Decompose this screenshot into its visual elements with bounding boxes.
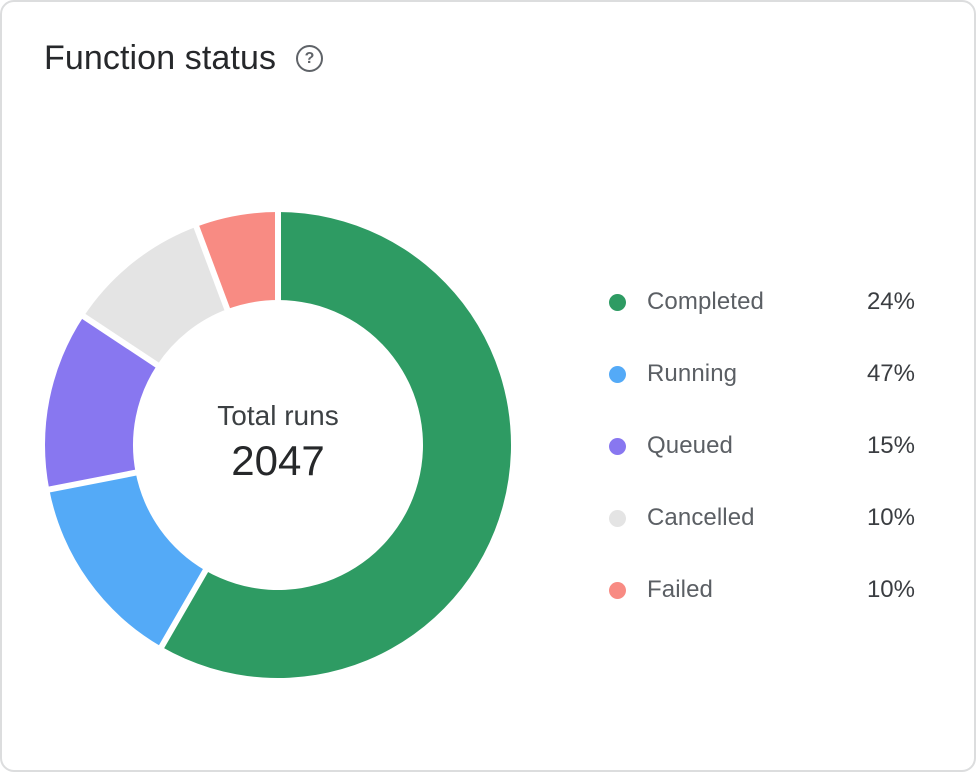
help-icon[interactable]: ? bbox=[296, 45, 324, 73]
question-mark-glyph: ? bbox=[304, 49, 315, 67]
legend-value: 24% bbox=[866, 288, 915, 315]
legend-label: Running bbox=[647, 360, 738, 387]
legend-value: 10% bbox=[866, 576, 915, 603]
segment-divider bbox=[156, 564, 211, 653]
legend-item-failed[interactable]: Failed 10% bbox=[609, 554, 915, 626]
legend-value: 10% bbox=[866, 504, 915, 531]
donut-segment-failed[interactable] bbox=[196, 212, 278, 310]
legend-label: Cancelled bbox=[647, 504, 755, 531]
legend-dot bbox=[609, 293, 626, 311]
legend-value: 15% bbox=[866, 432, 915, 459]
legend-item-running[interactable]: Running 47% bbox=[609, 338, 915, 410]
legend: Completed 24% Running 47% Queued 15% Cancelled… bbox=[609, 266, 915, 626]
card-title: Function status bbox=[44, 39, 277, 77]
legend-dot bbox=[609, 365, 626, 383]
donut-segment-cancelled[interactable] bbox=[83, 226, 228, 365]
legend-dot bbox=[609, 581, 626, 599]
legend-item-queued[interactable]: Queued 15% bbox=[609, 410, 915, 482]
donut-chart-area bbox=[23, 190, 533, 700]
donut-segment-queued[interactable] bbox=[45, 316, 158, 490]
segment-divider bbox=[43, 468, 142, 494]
segment-divider bbox=[191, 221, 232, 315]
donut-chart bbox=[43, 207, 512, 678]
card-header: Function status ? bbox=[44, 39, 324, 77]
legend-dot bbox=[609, 437, 626, 455]
segment-divider bbox=[77, 311, 163, 371]
legend-dot bbox=[609, 509, 626, 527]
legend-label: Failed bbox=[647, 576, 713, 603]
donut-segment-running[interactable] bbox=[49, 472, 206, 647]
legend-item-cancelled[interactable]: Cancelled 10% bbox=[609, 482, 915, 554]
donut-segment-completed[interactable] bbox=[161, 212, 512, 678]
legend-label: Queued bbox=[647, 432, 734, 459]
legend-value: 47% bbox=[866, 360, 915, 387]
legend-label: Completed bbox=[647, 288, 764, 315]
legend-item-completed[interactable]: Completed 24% bbox=[609, 266, 915, 338]
